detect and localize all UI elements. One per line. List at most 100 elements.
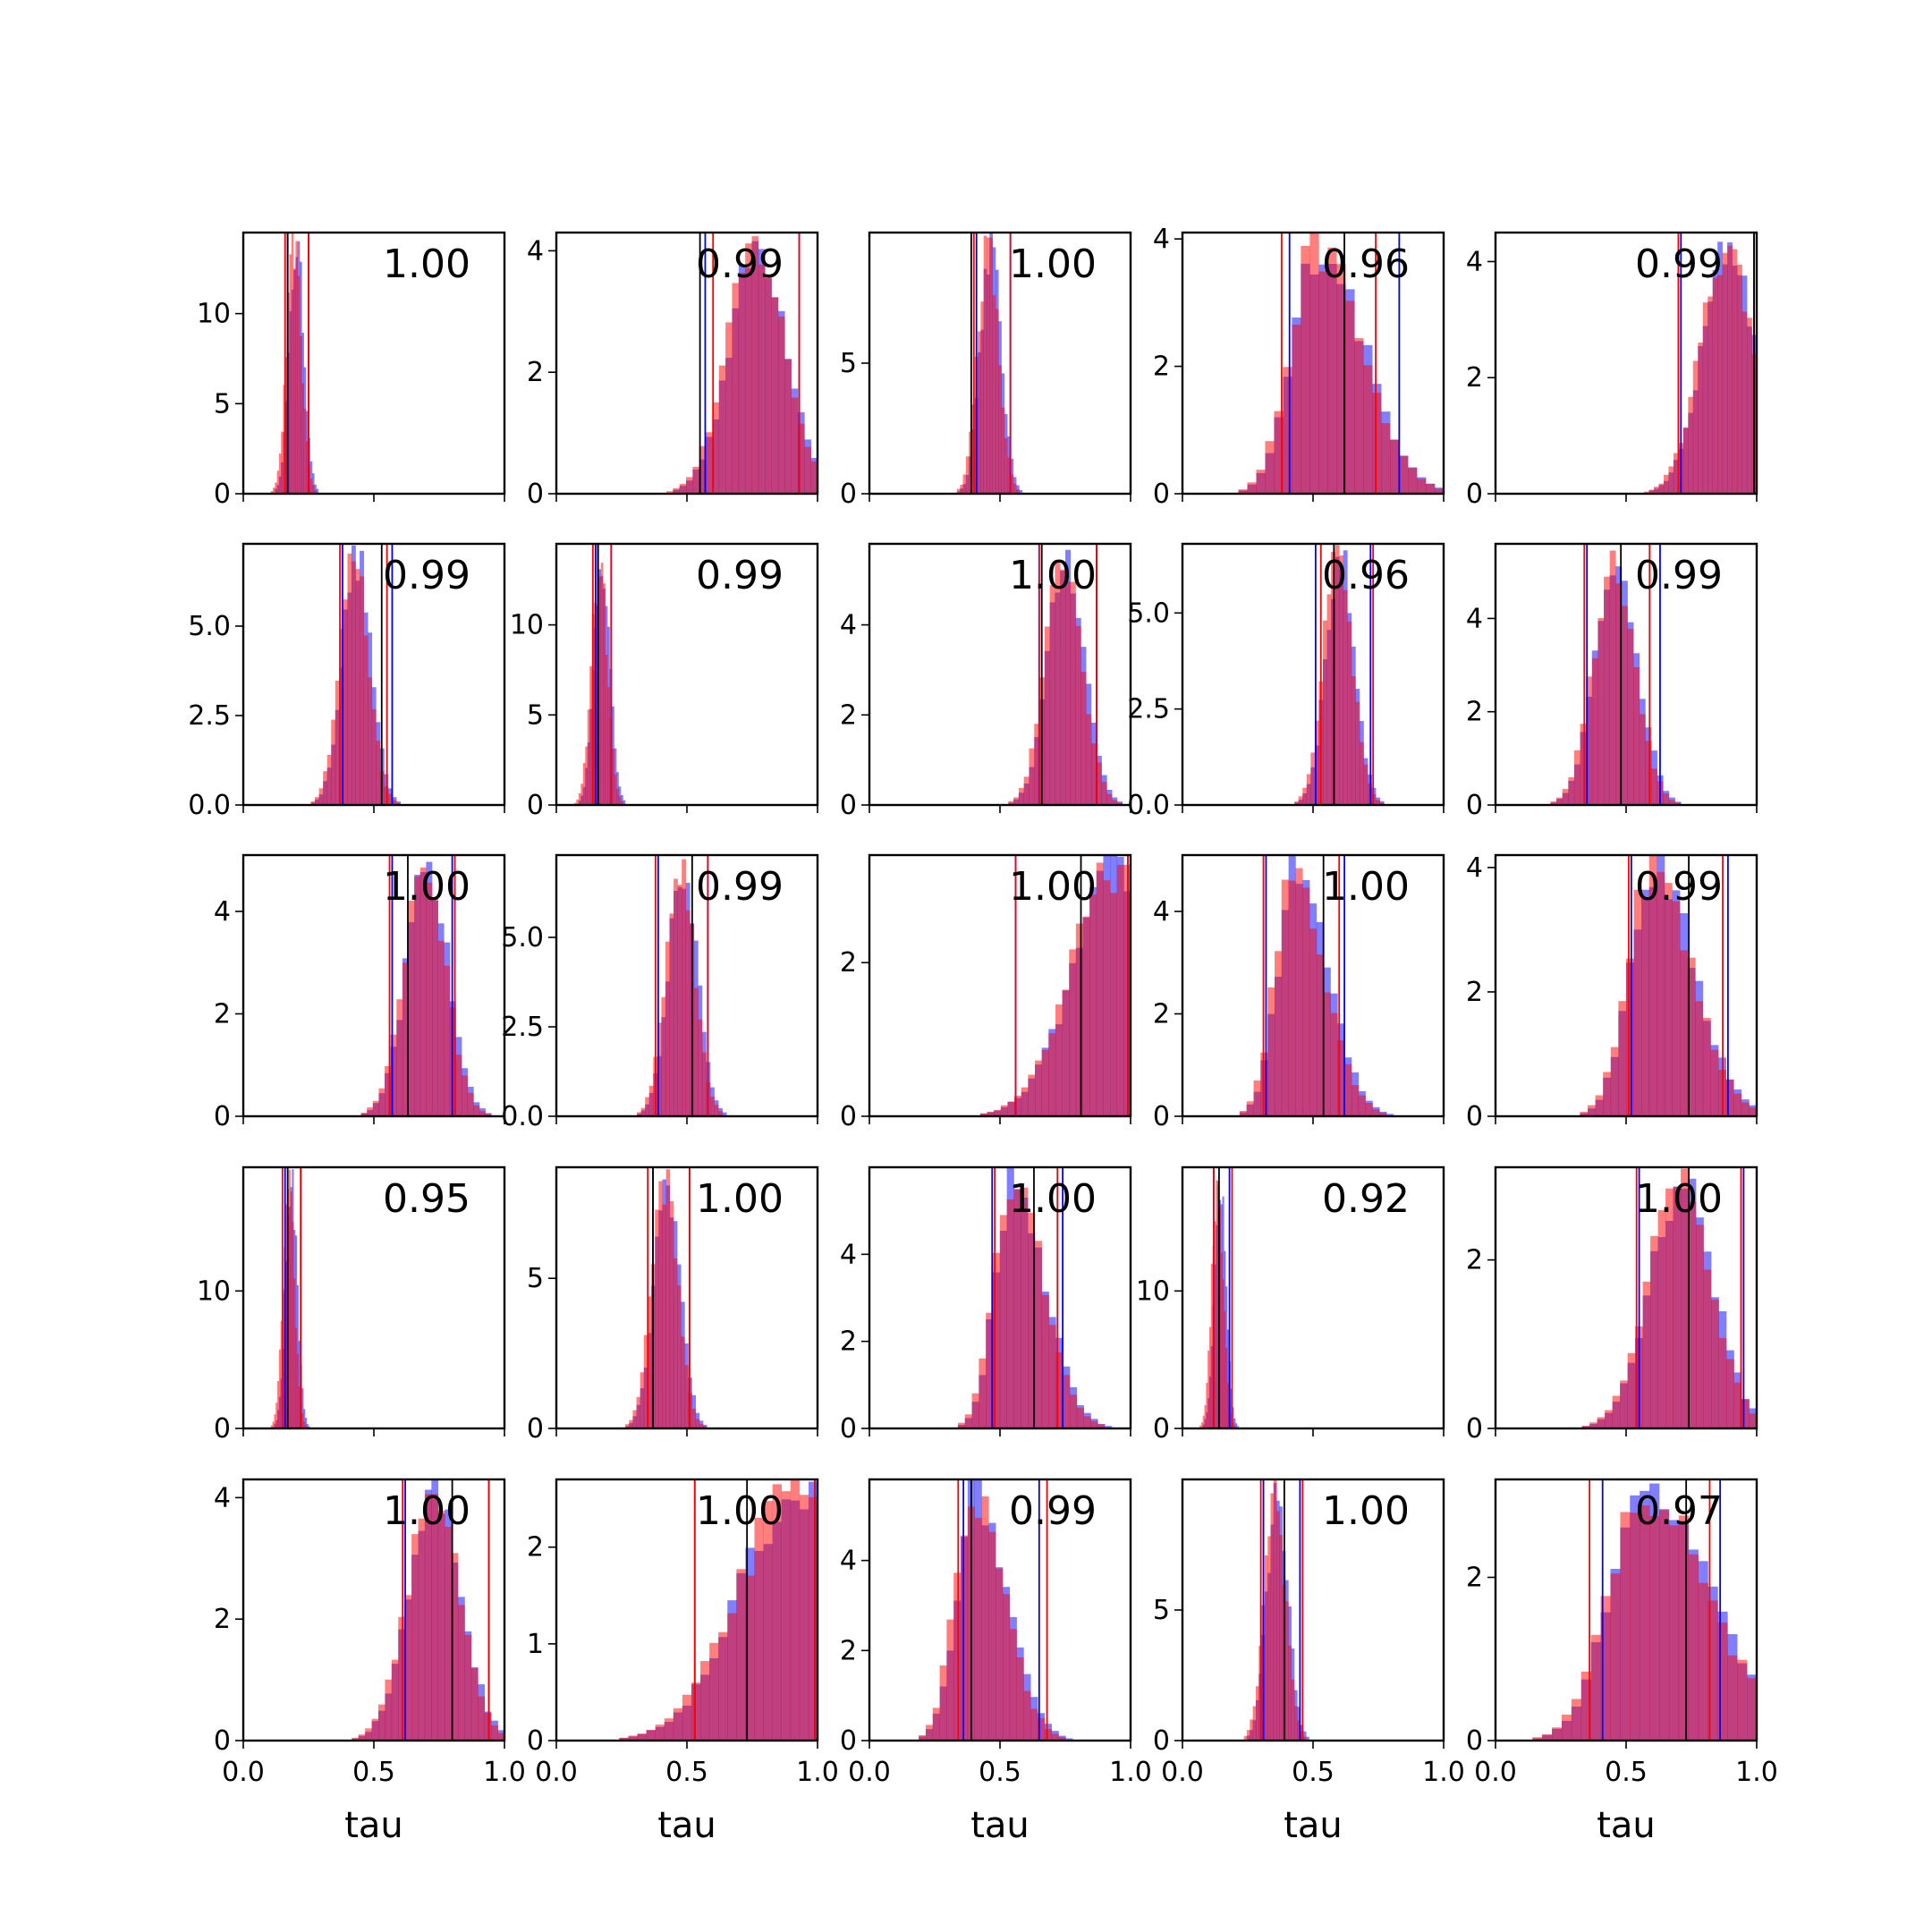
- hist-bar-red: [1314, 720, 1319, 805]
- hist-bar-red: [765, 275, 772, 494]
- hist-bar-red: [1674, 802, 1682, 805]
- hist-bar-red: [300, 335, 302, 494]
- hist-bar-red: [1741, 1399, 1750, 1428]
- hist-bar-red: [1041, 1049, 1049, 1116]
- correlation-label: 0.99: [1009, 1488, 1097, 1534]
- hist-bar-red: [363, 635, 369, 805]
- hist-bar-red: [1247, 1730, 1250, 1741]
- correlation-label: 0.99: [696, 864, 784, 910]
- hist-bar-red: [1034, 1241, 1043, 1428]
- hist-bar-red: [1090, 743, 1097, 805]
- hist-bar-red: [1208, 1326, 1212, 1428]
- hist-bar-red: [1021, 1187, 1029, 1428]
- hist-bar-red: [1243, 1735, 1248, 1741]
- hist-bar-blue: [298, 1341, 301, 1428]
- correlation-label: 0.96: [1322, 553, 1410, 598]
- hist-bar-red: [1301, 245, 1310, 494]
- correlation-label: 1.00: [1009, 242, 1097, 287]
- hist-bar-red: [1293, 1706, 1298, 1741]
- hist-bar-red: [1698, 1582, 1708, 1741]
- hist-bar-red: [283, 385, 286, 494]
- hist-bar-red: [276, 1381, 280, 1428]
- hist-bar-red: [1741, 1102, 1750, 1116]
- hist-bar-red: [392, 800, 397, 805]
- x-tick-label: 0.5: [979, 1757, 1021, 1788]
- hist-bar-red: [1086, 714, 1092, 805]
- hist-bar-red: [462, 1075, 469, 1116]
- hist-bar-red: [1055, 1004, 1063, 1116]
- hist-bar-red: [402, 962, 409, 1116]
- hist-bar-red: [1007, 1101, 1015, 1116]
- hist-bar-red: [1664, 883, 1673, 1116]
- hist-bar-red: [295, 241, 299, 494]
- hist-bar-red: [629, 1419, 633, 1428]
- panel-11: 0 2 4 1.00: [214, 853, 506, 1132]
- hist-bar-red: [1076, 1407, 1084, 1428]
- hist-bar-red: [1016, 1657, 1024, 1741]
- y-tick-label: 2.5: [501, 1012, 544, 1043]
- hist-bar-red: [1695, 1001, 1704, 1116]
- hist-bar-red: [1106, 793, 1113, 805]
- hist-bar-red: [1692, 360, 1699, 494]
- hist-bar-red: [404, 1595, 412, 1741]
- hist-bar-red: [1648, 855, 1657, 1116]
- correlation-label: 0.92: [1322, 1176, 1410, 1222]
- hist-bar-red: [673, 487, 680, 494]
- hist-bar-red: [1696, 1224, 1704, 1428]
- panel-13: 021.00: [840, 853, 1132, 1132]
- hist-bar-red: [1233, 1425, 1236, 1428]
- hist-bar-red: [1737, 264, 1742, 494]
- hist-bar-red: [701, 1052, 707, 1116]
- hist-bar-red: [284, 357, 288, 494]
- panel-10: 0 2 4 0.99: [1466, 542, 1758, 821]
- hist-bar-red: [301, 1413, 304, 1428]
- y-tick-label: 2: [840, 1635, 857, 1666]
- hist-bar-red: [1063, 1375, 1071, 1428]
- hist-bar-red: [419, 867, 427, 1116]
- hist-bar-red: [292, 1221, 294, 1428]
- hist-bar-red: [293, 268, 296, 494]
- hist-bar-red: [1082, 916, 1090, 1116]
- hist-bar-red: [655, 1209, 659, 1428]
- x-tick-label: 1.0: [1735, 1757, 1778, 1788]
- correlation-label: 1.00: [1009, 864, 1097, 910]
- hist-bar-red: [616, 788, 619, 805]
- y-tick-label: 5.0: [501, 922, 544, 953]
- hist-bar-red: [1294, 801, 1299, 805]
- hist-bar-red: [603, 583, 606, 805]
- hist-bar-blue: [620, 794, 623, 805]
- hist-bar-red: [1633, 666, 1640, 805]
- hist-bar-red: [1725, 1080, 1734, 1116]
- hist-bar-red: [303, 1421, 306, 1428]
- hist-bar-red: [1733, 1382, 1742, 1428]
- hist-bar-red: [1323, 992, 1331, 1116]
- hist-bar-red: [1062, 989, 1070, 1116]
- hist-bar-red: [612, 749, 614, 805]
- hist-bar-red: [1600, 1596, 1611, 1741]
- hist-bar-red: [679, 483, 687, 494]
- hist-bar-red: [1588, 1105, 1596, 1116]
- y-tick-label: 0: [840, 479, 857, 510]
- hist-bar-red: [953, 1572, 962, 1741]
- hist-bar-red: [1627, 1352, 1636, 1428]
- hist-bar-red: [1590, 1634, 1601, 1741]
- correlation-label: 1.00: [1322, 1488, 1410, 1534]
- hist-bar-red: [1627, 628, 1634, 805]
- hist-bar-red: [318, 788, 324, 805]
- hist-bar-red: [587, 709, 590, 805]
- hist-bar-red: [281, 431, 284, 494]
- panel-25: 0 2 0.0 0.5 1.0 tau 0.97: [1466, 1478, 1778, 1846]
- hist-bar-red: [987, 1111, 995, 1116]
- correlation-label: 0.99: [383, 553, 470, 598]
- panel-3: 051.00: [840, 231, 1132, 510]
- hist-bar-red: [1372, 393, 1382, 494]
- hist-bar-red: [1021, 1087, 1029, 1116]
- hist-bar-red: [600, 563, 604, 805]
- hist-bar-red: [643, 1335, 648, 1428]
- hist-bar-red: [576, 799, 580, 805]
- hist-bar-red: [628, 1735, 638, 1741]
- hist-bar-red: [971, 1393, 979, 1428]
- hist-bar-red: [1707, 1600, 1718, 1741]
- hist-bar-red: [1004, 438, 1008, 494]
- hist-bar-red: [674, 878, 678, 1116]
